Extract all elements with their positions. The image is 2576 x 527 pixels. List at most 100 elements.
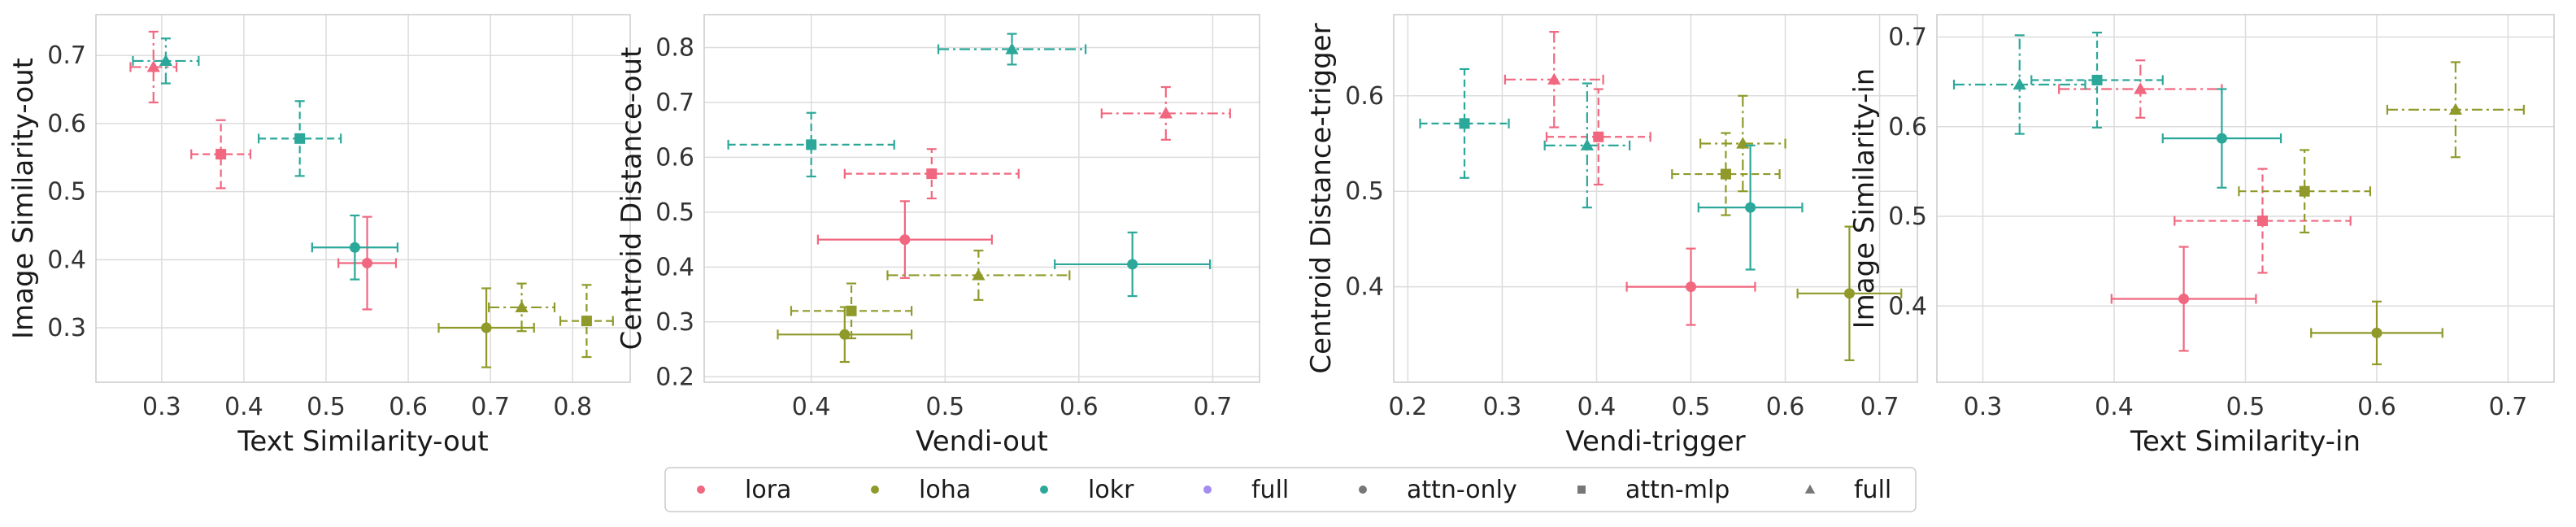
plot-frame	[95, 14, 631, 383]
data-point-lokr-attn-mlp	[2030, 31, 2164, 129]
y-tick-label: 0.6	[1888, 113, 1927, 142]
plot-frame	[1936, 14, 2555, 383]
y-tick-label: 0.6	[47, 110, 86, 138]
x-tick-label: 0.2	[1389, 393, 1428, 421]
legend-item-lora: lora	[697, 476, 791, 504]
data-point-loha-attn-mlp	[2238, 149, 2372, 233]
data-point-lokr-attn-only	[1697, 144, 1804, 271]
legend-marker	[697, 486, 705, 494]
y-tick-label: 0.5	[1345, 177, 1384, 206]
x-tick-label: 0.5	[925, 393, 964, 421]
legend-item-attn-mlp: attn-mlp	[1577, 476, 1730, 504]
point-marker	[899, 234, 911, 246]
subplot-4: 0.3 0.4 0.5 0.6 0.7 0.4 0.5 0.6 0.7 Text Similari…	[1848, 14, 2555, 458]
point-marker	[1686, 281, 1697, 293]
plot-area	[704, 15, 1260, 382]
x-tick-label: 0.6	[389, 393, 428, 421]
y-tick-label: 0.2	[655, 363, 694, 391]
x-tick-label: 0.4	[792, 393, 831, 421]
legend: lora loha lokr full attn-only attn-mlp full	[664, 467, 1917, 512]
point-marker	[1843, 288, 1855, 299]
y-axis-label: Image Similarity-in	[1848, 68, 1881, 329]
point-marker	[294, 133, 306, 144]
data-point-lokr-full	[937, 33, 1087, 66]
data-point-lokr-full	[132, 37, 200, 85]
legend-label: full	[1854, 476, 1891, 504]
data-point-loha-full	[886, 249, 1071, 301]
y-tick-label: 0.3	[47, 314, 86, 342]
point-marker	[846, 305, 857, 316]
x-tick-label: 0.3	[1964, 393, 2003, 421]
point-marker	[2216, 133, 2227, 144]
y-tick-label: 0.5	[655, 198, 694, 227]
data-point-lokr-attn-mlp	[727, 111, 895, 178]
point-marker	[2256, 216, 2268, 227]
data-point-lokr-attn-only	[311, 214, 399, 281]
subplot-3: 0.2 0.3 0.4 0.5 0.6 0.7 0.4 0.5 0.6 Vendi-trigger…	[1305, 14, 1918, 458]
point-marker	[215, 149, 227, 160]
x-tick-label: 0.7	[2489, 393, 2528, 421]
data-point-loha-attn-mlp	[790, 282, 913, 340]
legend-label: lora	[745, 476, 791, 504]
x-tick-label: 0.7	[1860, 393, 1899, 421]
data-point-lora-attn-mlp	[190, 119, 252, 189]
data-point-loha-attn-mlp	[559, 284, 614, 359]
data-point-lokr-full	[1543, 82, 1631, 209]
point-marker	[146, 60, 160, 72]
y-axis-label: Centroid Distance-out	[616, 47, 648, 351]
point-marker	[806, 139, 817, 150]
data-point-lora-attn-only	[337, 216, 398, 311]
data-point-loha-attn-only	[2310, 300, 2443, 366]
data-point-lora-attn-mlp	[2174, 168, 2352, 274]
legend-marker	[1040, 486, 1048, 494]
data-point-lora-full	[1100, 85, 1231, 141]
point-marker	[2091, 74, 2103, 85]
point-marker	[926, 168, 938, 180]
point-marker	[2299, 185, 2310, 197]
legend-label: attn-mlp	[1625, 476, 1730, 504]
x-tick-label: 0.7	[471, 393, 510, 421]
point-marker	[839, 329, 851, 340]
x-tick-label: 0.3	[142, 393, 181, 421]
data-point-lora-attn-mlp	[843, 148, 1020, 200]
data-point-lokr-attn-only	[1054, 231, 1212, 298]
data-point-lora-full	[1503, 31, 1604, 128]
point-marker	[1720, 168, 1731, 180]
data-point-loha-full	[2386, 61, 2525, 159]
data-point-lokr-attn-mlp	[1419, 68, 1510, 179]
point-marker	[515, 300, 529, 313]
legend-label: lokr	[1088, 476, 1134, 504]
y-tick-label: 0.4	[1345, 273, 1384, 302]
point-marker	[1580, 138, 1594, 150]
point-marker	[2134, 82, 2147, 94]
x-tick-label: 0.5	[2226, 393, 2265, 421]
y-tick-label: 0.4	[655, 253, 694, 281]
x-tick-label: 0.3	[1483, 393, 1522, 421]
data-point-loha-attn-only	[777, 306, 913, 364]
point-marker	[1547, 72, 1561, 85]
y-tick-label: 0.7	[47, 41, 86, 70]
legend-box	[664, 467, 1917, 512]
point-marker	[1459, 118, 1470, 129]
plot-area	[1394, 15, 1917, 382]
point-marker	[1745, 202, 1756, 213]
y-axis-label: Image Similarity-out	[7, 58, 40, 339]
y-tick-label: 0.8	[655, 33, 694, 62]
y-tick-label: 0.6	[1345, 82, 1384, 111]
legend-marker	[871, 486, 879, 494]
y-tick-label: 0.6	[655, 143, 694, 172]
y-tick-label: 0.3	[655, 308, 694, 337]
plot-frame	[703, 14, 1260, 383]
x-tick-label: 0.5	[307, 393, 346, 421]
x-tick-label: 0.6	[2357, 393, 2396, 421]
x-tick-label: 0.4	[224, 393, 263, 421]
point-marker	[362, 258, 373, 269]
point-marker	[1593, 131, 1604, 142]
data-point-lokr-attn-mlp	[258, 100, 342, 177]
legend-item-loha: loha	[871, 476, 971, 504]
point-marker	[581, 316, 592, 327]
legend-label: loha	[919, 476, 971, 504]
x-tick-label: 0.8	[553, 393, 592, 421]
data-point-lokr-attn-only	[2161, 88, 2282, 189]
